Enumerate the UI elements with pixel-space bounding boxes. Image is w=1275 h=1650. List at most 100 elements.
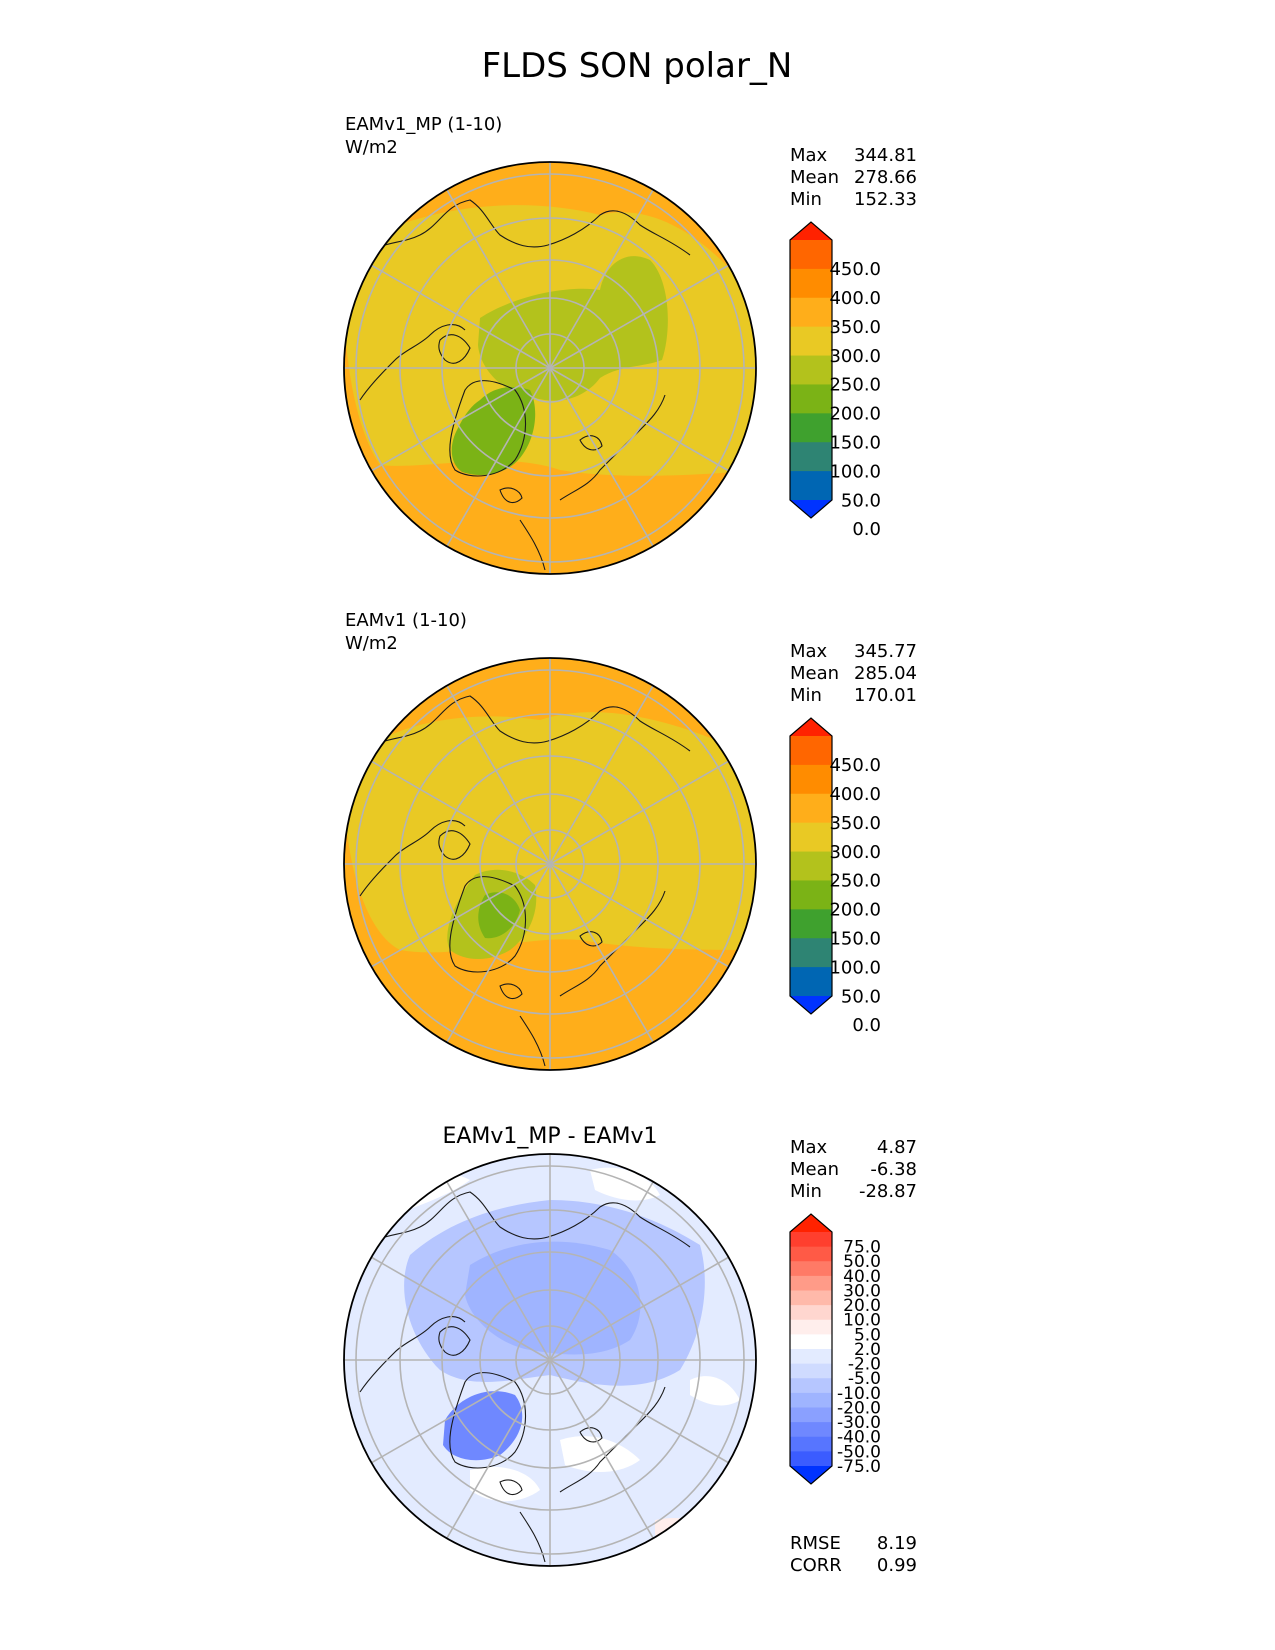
colorbar-bin: [790, 413, 832, 443]
colorbar: 450.0 400.0 350.0 300.0 250.0 200.0 150.0 100.0…: [789, 221, 881, 540]
colorbar-tick-label: 100.0: [829, 957, 881, 978]
colorbar-bin: [790, 1290, 832, 1306]
stat-label: Max: [790, 1137, 828, 1158]
figure-title: FLDS SON polar_N: [482, 46, 793, 86]
colorbar-bin: [790, 1451, 832, 1467]
colorbar-bin: [790, 793, 832, 824]
colorbar-tick-label: 50.0: [843, 1252, 881, 1272]
stat-label: Max: [790, 641, 828, 662]
colorbar-extend-bottom: [790, 500, 832, 518]
colorbar-tick-label: 400.0: [829, 288, 881, 309]
field-basin-250-300: [344, 712, 756, 953]
colorbar-bin: [790, 938, 832, 968]
metric-label: CORR: [790, 1555, 842, 1576]
panel-reference: EAMv1 (1-10) W/m2: [343, 610, 917, 1071]
colorbar-tick-label: 2.0: [854, 1340, 881, 1360]
graticule: [344, 1154, 756, 1566]
field-white-patch: [470, 1466, 540, 1502]
stat-value: 285.04: [854, 663, 917, 684]
colorbar-bin: [790, 355, 832, 385]
colorbar-bin: [790, 1319, 832, 1335]
colorbar-tick-label: 150.0: [829, 433, 881, 454]
colorbar-tick-label: 150.0: [829, 929, 881, 950]
stat-label: Min: [790, 189, 822, 210]
colorbar-bin: [790, 736, 832, 766]
stat-value: 345.77: [854, 641, 917, 662]
panel-units: W/m2: [345, 137, 398, 158]
field-white-patch: [590, 1167, 660, 1201]
panel-title: EAMv1 (1-10): [345, 610, 467, 631]
colorbar-bin: [790, 471, 832, 501]
stat-value: -28.87: [859, 1181, 917, 1202]
colorbar-outline: [789, 1213, 833, 1485]
map-boundary: [343, 1153, 757, 1567]
colorbar-tick-label: 50.0: [841, 986, 881, 1007]
stat-label: Min: [790, 685, 822, 706]
colorbar-bin: [790, 1334, 832, 1350]
colorbar-bin: [790, 1407, 832, 1423]
colorbar-tick-label: 75.0: [843, 1238, 881, 1258]
colorbar-tick-label: 0.0: [852, 1015, 881, 1036]
stat-value: 344.81: [854, 145, 917, 166]
graticule: [344, 658, 756, 1070]
stat-value: 4.87: [877, 1137, 917, 1158]
colorbar-bin: [790, 822, 832, 853]
field-central-minus20-minus10: [465, 1241, 641, 1355]
colorbar-bin: [790, 326, 832, 357]
field-greenland-150-200: [478, 892, 520, 939]
colorbar-tick-label: 200.0: [829, 900, 881, 921]
colorbar-bin: [790, 240, 832, 270]
colorbar-tick-label: 30.0: [843, 1281, 881, 1301]
colorbar-extend-top: [790, 718, 832, 736]
colorbar-tick-label: 300.0: [829, 842, 881, 863]
colorbar-bin: [790, 851, 832, 881]
colorbar-bin: [790, 384, 832, 414]
colorbar-tick-label: 250.0: [829, 375, 881, 396]
colorbar-bin: [790, 1305, 832, 1321]
colorbar-tick-label: 350.0: [829, 317, 881, 338]
colorbar-tick-label: 450.0: [829, 259, 881, 280]
stat-label: Max: [790, 145, 828, 166]
colorbar-bin: [790, 1275, 832, 1291]
colorbar-bin: [790, 1392, 832, 1408]
stat-value: 152.33: [854, 189, 917, 210]
colorbar-tick-label: 20.0: [843, 1296, 881, 1316]
colorbar-tick-label: 400.0: [829, 784, 881, 805]
colorbar-outline: [789, 717, 833, 1015]
colorbar-bin: [790, 1378, 832, 1394]
colorbar-tick-label: 300.0: [829, 346, 881, 367]
colorbar-extend-bottom: [790, 1466, 832, 1484]
field-positive-patch: [655, 1518, 710, 1542]
colorbar: 450.0 400.0 350.0 300.0 250.0 200.0 150.0 100.0…: [789, 717, 881, 1036]
colorbar-tick-label: 40.0: [843, 1267, 881, 1287]
stat-label: Mean: [790, 663, 839, 684]
colorbar-bin: [790, 1436, 832, 1452]
colorbar-tick-label: 0.0: [852, 519, 881, 540]
colorbar-tick-label: 200.0: [829, 404, 881, 425]
panel-title: EAMv1_MP (1-10): [345, 114, 502, 135]
map-boundary: [343, 657, 757, 1071]
colorbar-tick-label: 100.0: [829, 461, 881, 482]
panel-title: EAMv1_MP - EAMv1: [442, 1124, 657, 1149]
graticule: [344, 162, 756, 574]
metric-label: RMSE: [790, 1533, 841, 1554]
colorbar-bin: [790, 1261, 832, 1277]
stats-block: Max 4.87 Mean -6.38 Min -28.87: [790, 1137, 917, 1202]
stat-value: 278.66: [854, 167, 917, 188]
colorbar-tick-label: -40.0: [837, 1428, 881, 1448]
colorbar-extend-top: [790, 222, 832, 240]
metrics-block: RMSE 8.19 CORR 0.99: [790, 1533, 917, 1576]
panel-units: W/m2: [345, 633, 398, 654]
panel-difference: EAMv1_MP - EAMv1: [343, 1124, 917, 1576]
stat-label: Min: [790, 1181, 822, 1202]
colorbar-tick-label: 10.0: [843, 1311, 881, 1331]
colorbar-bin: [790, 297, 832, 328]
colorbar-bin: [790, 880, 832, 910]
colorbar-bin: [790, 1363, 832, 1379]
stat-label: Mean: [790, 1159, 839, 1180]
colorbar-bin: [790, 268, 832, 299]
stat-label: Mean: [790, 167, 839, 188]
stat-value: -6.38: [870, 1159, 917, 1180]
colorbar-bin: [790, 764, 832, 795]
